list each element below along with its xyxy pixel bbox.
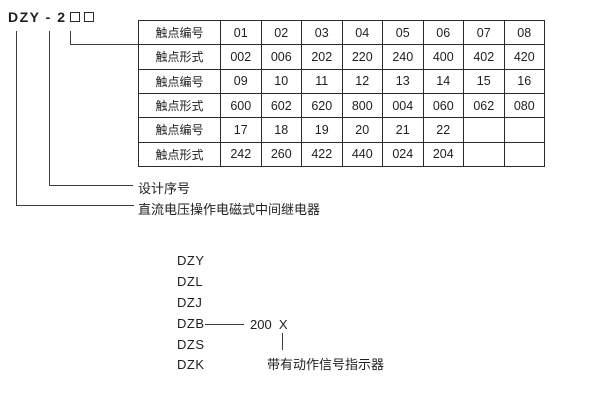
value-cell: [463, 141, 505, 168]
value-cell: 242: [220, 141, 262, 168]
table-row: 触点形式 600 602 620 800 004 060 062 080: [138, 92, 545, 119]
value-cell: 422: [301, 141, 343, 168]
value-cell: 060: [422, 92, 464, 119]
box-callout-vline: [70, 31, 72, 44]
row-label-cell: 触点编号: [138, 117, 221, 143]
table-row: 触点形式 242 260 422 440 024 204: [138, 141, 545, 168]
model-code: DZY - 2: [8, 9, 95, 25]
value-cell: 002: [220, 44, 262, 70]
value-cell: 062: [463, 92, 505, 119]
table-row: 触点编号 09 10 11 12 13 14 15 16: [138, 68, 545, 94]
dzb-suffix: 200 X: [250, 317, 288, 332]
value-cell: 20: [341, 117, 383, 143]
series-code: DZS: [177, 336, 205, 352]
row-label-cell: 触点形式: [138, 141, 221, 168]
contact-table-body: 触点编号 01 02 03 04 05 06 07 08 触点形式 002 006 202 220 240 4…: [138, 19, 545, 168]
value-cell: 12: [341, 68, 383, 94]
value-cell: 11: [301, 68, 343, 94]
value-cell: 19: [301, 117, 343, 143]
series-code: DZL: [177, 273, 204, 289]
value-cell: 09: [220, 68, 262, 94]
placeholder-box-icon: [84, 12, 95, 22]
table-row: 触点编号 01 02 03 04 05 06 07 08: [138, 19, 545, 46]
value-cell: 440: [341, 141, 383, 168]
value-cell: 204: [422, 141, 464, 168]
value-cell: 16: [503, 68, 545, 94]
value-cell: 080: [503, 92, 545, 119]
value-cell: 400: [422, 44, 464, 70]
value-cell: 13: [382, 68, 424, 94]
value-cell: 03: [301, 19, 343, 46]
value-cell: 620: [301, 92, 343, 119]
row-label-cell: 触点编号: [138, 68, 221, 94]
value-cell: 240: [382, 44, 424, 70]
value-cell: 600: [220, 92, 262, 119]
value-cell: 220: [341, 44, 383, 70]
value-cell: 202: [301, 44, 343, 70]
contact-table: 触点编号 01 02 03 04 05 06 07 08 触点形式 002 006 202 220 240 4…: [138, 19, 545, 168]
table-row: 触点编号 17 18 19 20 21 22: [138, 117, 545, 143]
row-label-cell: 触点形式: [138, 92, 221, 119]
serial-callout-hline: [49, 185, 133, 187]
row-label-cell: 触点形式: [138, 44, 221, 70]
series-code: DZK: [177, 357, 205, 373]
value-cell: 004: [382, 92, 424, 119]
box-callout-hline: [70, 44, 138, 46]
value-cell: [463, 117, 505, 143]
value-cell: [503, 141, 545, 168]
value-cell: 14: [422, 68, 464, 94]
value-cell: 02: [260, 19, 302, 46]
series-code: DZY: [177, 252, 205, 268]
value-cell: [503, 117, 545, 143]
row-label-cell: 触点编号: [138, 19, 221, 46]
value-cell: 10: [260, 68, 302, 94]
placeholder-box-icon: [70, 12, 81, 22]
indicator-pointer-line: [282, 333, 284, 350]
model-code-text: DZY - 2: [8, 9, 67, 25]
value-cell: 602: [260, 92, 302, 119]
value-cell: 420: [503, 44, 545, 70]
value-cell: 01: [220, 19, 262, 46]
relay-callout-hline: [16, 205, 134, 207]
series-code: DZB: [177, 315, 205, 331]
value-cell: 21: [382, 117, 424, 143]
table-row: 触点形式 002 006 202 220 240 400 402 420: [138, 44, 545, 70]
design-serial-label: 设计序号: [138, 181, 191, 196]
value-cell: 06: [422, 19, 464, 46]
series-code-list: DZY DZL DZJ DZB DZS DZK: [177, 250, 205, 375]
value-cell: 08: [503, 19, 545, 46]
value-cell: 22: [422, 117, 464, 143]
value-cell: 402: [463, 44, 505, 70]
value-cell: 07: [463, 19, 505, 46]
value-cell: 17: [220, 117, 262, 143]
relay-callout-vline: [16, 31, 18, 205]
value-cell: 024: [382, 141, 424, 168]
value-cell: 800: [341, 92, 383, 119]
value-cell: 260: [260, 141, 302, 168]
relay-description-label: 直流电压操作电磁式中间继电器: [138, 202, 321, 217]
value-cell: 18: [260, 117, 302, 143]
dzb-dash-line: [205, 324, 244, 326]
value-cell: 04: [341, 19, 383, 46]
indicator-note: 带有动作信号指示器: [267, 357, 385, 372]
value-cell: 15: [463, 68, 505, 94]
serial-callout-vline: [49, 31, 51, 185]
series-code: DZJ: [177, 294, 203, 310]
value-cell: 006: [260, 44, 302, 70]
value-cell: 05: [382, 19, 424, 46]
